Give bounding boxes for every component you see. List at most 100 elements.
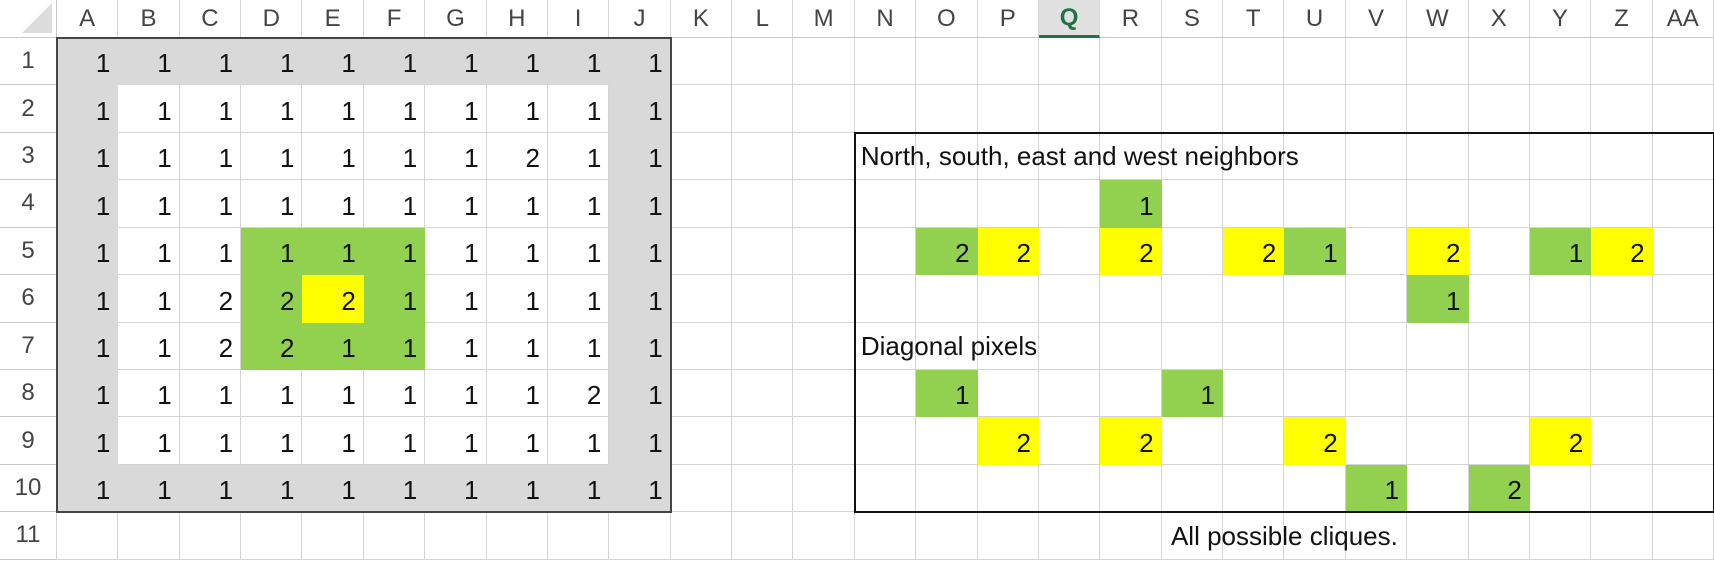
cell-M10[interactable] [793,464,855,513]
cell-I6[interactable]: 1 [547,275,610,323]
column-header-C[interactable]: C [179,0,242,38]
cell-V4[interactable] [1345,180,1408,228]
row-header-11[interactable]: 11 [0,512,57,560]
cell-L10[interactable] [732,464,794,513]
cell-C3[interactable]: 1 [179,132,242,181]
cell-E6[interactable]: 2 [302,275,364,323]
column-header-X[interactable]: X [1468,0,1530,38]
cell-Q9[interactable] [1038,417,1101,465]
cell-A9[interactable]: 1 [57,417,119,465]
cell-T7[interactable] [1223,322,1285,370]
cell-Q1[interactable] [1038,38,1101,86]
cell-Q7[interactable] [1038,322,1101,370]
cell-A8[interactable]: 1 [57,369,119,418]
column-header-N[interactable]: N [854,0,917,38]
cell-O3[interactable] [916,132,978,181]
cell-V3[interactable] [1345,132,1408,181]
cell-D10[interactable]: 1 [241,464,303,513]
cell-C11[interactable] [179,512,242,560]
cell-F7[interactable]: 1 [363,322,426,370]
cell-W11[interactable] [1407,512,1469,560]
cell-P8[interactable] [977,369,1039,418]
cell-M9[interactable] [793,417,855,465]
row-header-6[interactable]: 6 [0,275,57,323]
column-header-AA[interactable]: AA [1652,0,1714,38]
cell-X4[interactable] [1468,180,1530,228]
cell-U11[interactable] [1284,512,1346,560]
cell-S9[interactable] [1161,417,1224,465]
cell-Y9[interactable]: 2 [1529,417,1592,465]
cell-S3[interactable] [1161,132,1224,181]
cell-E7[interactable]: 1 [302,322,364,370]
cell-B10[interactable]: 1 [118,464,180,513]
cell-U4[interactable] [1284,180,1346,228]
cell-I9[interactable]: 1 [547,417,610,465]
cell-E8[interactable]: 1 [302,369,364,418]
cell-Y6[interactable] [1529,275,1592,323]
cell-B6[interactable]: 1 [118,275,180,323]
cell-S5[interactable] [1161,227,1224,276]
cell-D7[interactable]: 2 [241,322,303,370]
cell-T10[interactable] [1223,464,1285,513]
cell-R8[interactable] [1100,369,1162,418]
cell-L3[interactable] [732,132,794,181]
cell-Z6[interactable] [1591,275,1653,323]
cell-I1[interactable]: 1 [547,38,610,86]
cell-M7[interactable] [793,322,855,370]
cell-L9[interactable] [732,417,794,465]
cell-J4[interactable]: 1 [609,180,671,228]
cell-C8[interactable]: 1 [179,369,242,418]
cell-J8[interactable]: 1 [609,369,671,418]
cell-D6[interactable]: 2 [241,275,303,323]
cell-R11[interactable] [1100,512,1162,560]
column-header-A[interactable]: A [57,0,119,38]
select-all-button[interactable] [0,0,57,38]
column-header-Q[interactable]: Q [1038,0,1101,38]
cell-M5[interactable] [793,227,855,276]
cell-G2[interactable]: 1 [425,85,487,133]
cell-D4[interactable]: 1 [241,180,303,228]
cell-X2[interactable] [1468,85,1530,133]
cell-D5[interactable]: 1 [241,227,303,276]
cell-D3[interactable]: 1 [241,132,303,181]
cell-U1[interactable] [1284,38,1346,86]
cell-C7[interactable]: 2 [179,322,242,370]
cell-L5[interactable] [732,227,794,276]
cell-A2[interactable]: 1 [57,85,119,133]
cell-N2[interactable] [854,85,917,133]
cell-Y5[interactable]: 1 [1529,227,1592,276]
cell-R10[interactable] [1100,464,1162,513]
row-header-2[interactable]: 2 [0,85,57,133]
column-header-Z[interactable]: Z [1591,0,1653,38]
column-header-G[interactable]: G [425,0,487,38]
column-header-B[interactable]: B [118,0,180,38]
cell-Q10[interactable] [1038,464,1101,513]
row-header-7[interactable]: 7 [0,322,57,370]
cell-X8[interactable] [1468,369,1530,418]
cell-B11[interactable] [118,512,180,560]
cell-E1[interactable]: 1 [302,38,364,86]
cell-R4[interactable]: 1 [1100,180,1162,228]
cell-P5[interactable]: 2 [977,227,1039,276]
cell-F8[interactable]: 1 [363,369,426,418]
cell-P11[interactable] [977,512,1039,560]
cell-X5[interactable] [1468,227,1530,276]
row-header-9[interactable]: 9 [0,417,57,465]
cell-H3[interactable]: 2 [486,132,548,181]
cell-G11[interactable] [425,512,487,560]
cell-H8[interactable]: 1 [486,369,548,418]
cell-G9[interactable]: 1 [425,417,487,465]
cell-X9[interactable] [1468,417,1530,465]
cell-P4[interactable] [977,180,1039,228]
cell-U3[interactable] [1284,132,1346,181]
cell-Q6[interactable] [1038,275,1101,323]
cell-D8[interactable]: 1 [241,369,303,418]
cell-Y4[interactable] [1529,180,1592,228]
cell-P10[interactable] [977,464,1039,513]
cell-J1[interactable]: 1 [609,38,671,86]
cell-W10[interactable] [1407,464,1469,513]
cell-A3[interactable]: 1 [57,132,119,181]
cell-V6[interactable] [1345,275,1408,323]
cell-S7[interactable] [1161,322,1224,370]
cell-J10[interactable]: 1 [609,464,671,513]
